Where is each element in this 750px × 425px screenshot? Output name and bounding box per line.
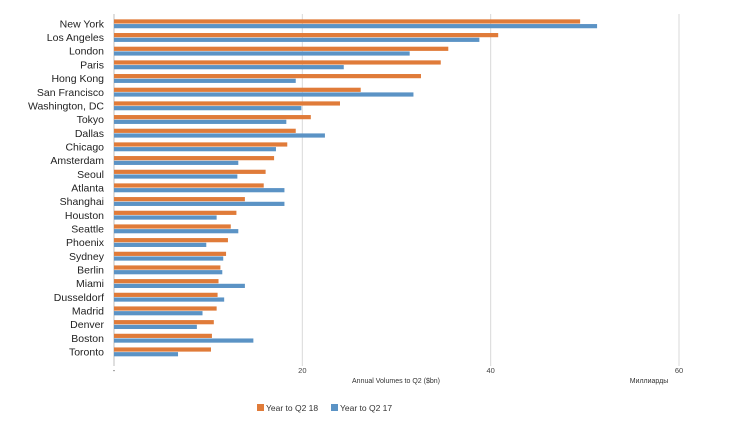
category-label-amsterdam: Amsterdam — [50, 155, 104, 167]
category-label-miami: Miami — [76, 278, 104, 290]
category-label-paris: Paris — [80, 59, 104, 71]
bar-houston-year-to-q2-17 — [114, 215, 217, 220]
bar-madrid-year-to-q2-18 — [114, 306, 217, 311]
bar-new-york-year-to-q2-17 — [114, 24, 598, 29]
category-label-san-francisco: San Francisco — [37, 87, 104, 99]
bar-dallas-year-to-q2-17 — [114, 133, 325, 138]
x-tick-label-20: 20 — [298, 366, 306, 375]
bar-madrid-year-to-q2-17 — [114, 311, 203, 316]
category-label-washington-dc: Washington, DC — [28, 100, 104, 112]
category-label-shanghai: Shanghai — [60, 196, 104, 208]
x-tick-labels: - 20 40 60 — [113, 366, 683, 375]
category-label-seoul: Seoul — [77, 169, 104, 181]
category-label-atlanta: Atlanta — [71, 182, 104, 194]
category-label-boston: Boston — [71, 333, 104, 345]
bar-hong-kong-year-to-q2-17 — [114, 78, 296, 83]
bar-los-angeles-year-to-q2-18 — [114, 33, 499, 38]
bar-berlin-year-to-q2-18 — [114, 265, 221, 270]
bar-chicago-year-to-q2-17 — [114, 147, 276, 152]
bar-toronto-year-to-q2-18 — [114, 347, 211, 352]
x-tick-label-40: 40 — [486, 366, 494, 375]
bar-amsterdam-year-to-q2-18 — [114, 156, 275, 161]
bar-amsterdam-year-to-q2-17 — [114, 160, 239, 165]
bar-berlin-year-to-q2-17 — [114, 270, 223, 275]
category-label-seattle: Seattle — [71, 223, 104, 235]
bar-paris-year-to-q2-17 — [114, 65, 344, 70]
bar-denver-year-to-q2-18 — [114, 320, 214, 325]
bar-shanghai-year-to-q2-18 — [114, 197, 245, 202]
bar-boston-year-to-q2-18 — [114, 333, 212, 338]
bar-dusseldorf-year-to-q2-17 — [114, 297, 225, 302]
bar-shanghai-year-to-q2-17 — [114, 201, 285, 206]
bar-new-york-year-to-q2-18 — [114, 19, 581, 24]
legend-swatch-q2-17 — [331, 404, 338, 411]
legend-label-q2-17: Year to Q2 17 — [340, 403, 392, 413]
bar-boston-year-to-q2-17 — [114, 338, 254, 343]
bar-miami-year-to-q2-17 — [114, 283, 245, 288]
legend-swatch-q2-18 — [257, 404, 264, 411]
bar-houston-year-to-q2-18 — [114, 210, 237, 215]
bar-san-francisco-year-to-q2-17 — [114, 92, 414, 97]
bar-washington-dc-year-to-q2-17 — [114, 106, 302, 111]
bar-seoul-year-to-q2-17 — [114, 174, 238, 179]
category-label-houston: Houston — [65, 210, 104, 222]
category-label-new-york: New York — [60, 18, 105, 30]
bar-los-angeles-year-to-q2-17 — [114, 37, 480, 42]
bar-phoenix-year-to-q2-18 — [114, 238, 228, 243]
legend-label-q2-18: Year to Q2 18 — [266, 403, 318, 413]
category-label-chicago: Chicago — [65, 141, 104, 153]
bar-denver-year-to-q2-17 — [114, 324, 197, 329]
bar-tokyo-year-to-q2-18 — [114, 115, 311, 120]
category-label-phoenix: Phoenix — [66, 237, 105, 249]
category-label-london: London — [69, 46, 104, 58]
bar-miami-year-to-q2-18 — [114, 279, 219, 284]
category-label-toronto: Toronto — [69, 346, 104, 358]
bar-sydney-year-to-q2-18 — [114, 251, 227, 256]
bar-seattle-year-to-q2-17 — [114, 229, 239, 234]
bar-washington-dc-year-to-q2-18 — [114, 101, 340, 106]
bar-san-francisco-year-to-q2-18 — [114, 87, 361, 92]
category-label-madrid: Madrid — [72, 305, 104, 317]
category-label-hong-kong: Hong Kong — [51, 73, 104, 85]
bar-tokyo-year-to-q2-17 — [114, 119, 287, 124]
category-label-berlin: Berlin — [77, 264, 104, 276]
bar-paris-year-to-q2-18 — [114, 60, 441, 65]
bar-chicago-year-to-q2-18 — [114, 142, 288, 147]
bar-phoenix-year-to-q2-17 — [114, 242, 207, 247]
bar-dusseldorf-year-to-q2-18 — [114, 292, 218, 297]
bar-atlanta-year-to-q2-18 — [114, 183, 264, 188]
bar-london-year-to-q2-18 — [114, 46, 449, 51]
category-label-denver: Denver — [70, 319, 104, 331]
bar-seoul-year-to-q2-18 — [114, 169, 266, 174]
bar-sydney-year-to-q2-17 — [114, 256, 224, 261]
category-label-sydney: Sydney — [69, 251, 105, 263]
x-tick-label-60: 60 — [675, 366, 683, 375]
x-axis-label: Annual Volumes to Q2 ($bn) — [352, 378, 440, 385]
bar-seattle-year-to-q2-18 — [114, 224, 231, 229]
bar-london-year-to-q2-17 — [114, 51, 410, 56]
unit-label: Миллиарды — [630, 378, 669, 385]
bar-atlanta-year-to-q2-17 — [114, 188, 285, 193]
category-label-tokyo: Tokyo — [77, 114, 105, 126]
bar-dallas-year-to-q2-18 — [114, 128, 296, 133]
bar-hong-kong-year-to-q2-18 — [114, 74, 421, 79]
category-label-dallas: Dallas — [75, 128, 104, 140]
category-label-dusseldorf: Dusseldorf — [54, 292, 104, 304]
category-label-los-angeles: Los Angeles — [47, 32, 104, 44]
x-tick-label-0: - — [113, 366, 116, 375]
legend: Year to Q2 18 Year to Q2 17 — [257, 403, 392, 413]
bars — [114, 19, 598, 357]
bar-toronto-year-to-q2-17 — [114, 352, 179, 357]
